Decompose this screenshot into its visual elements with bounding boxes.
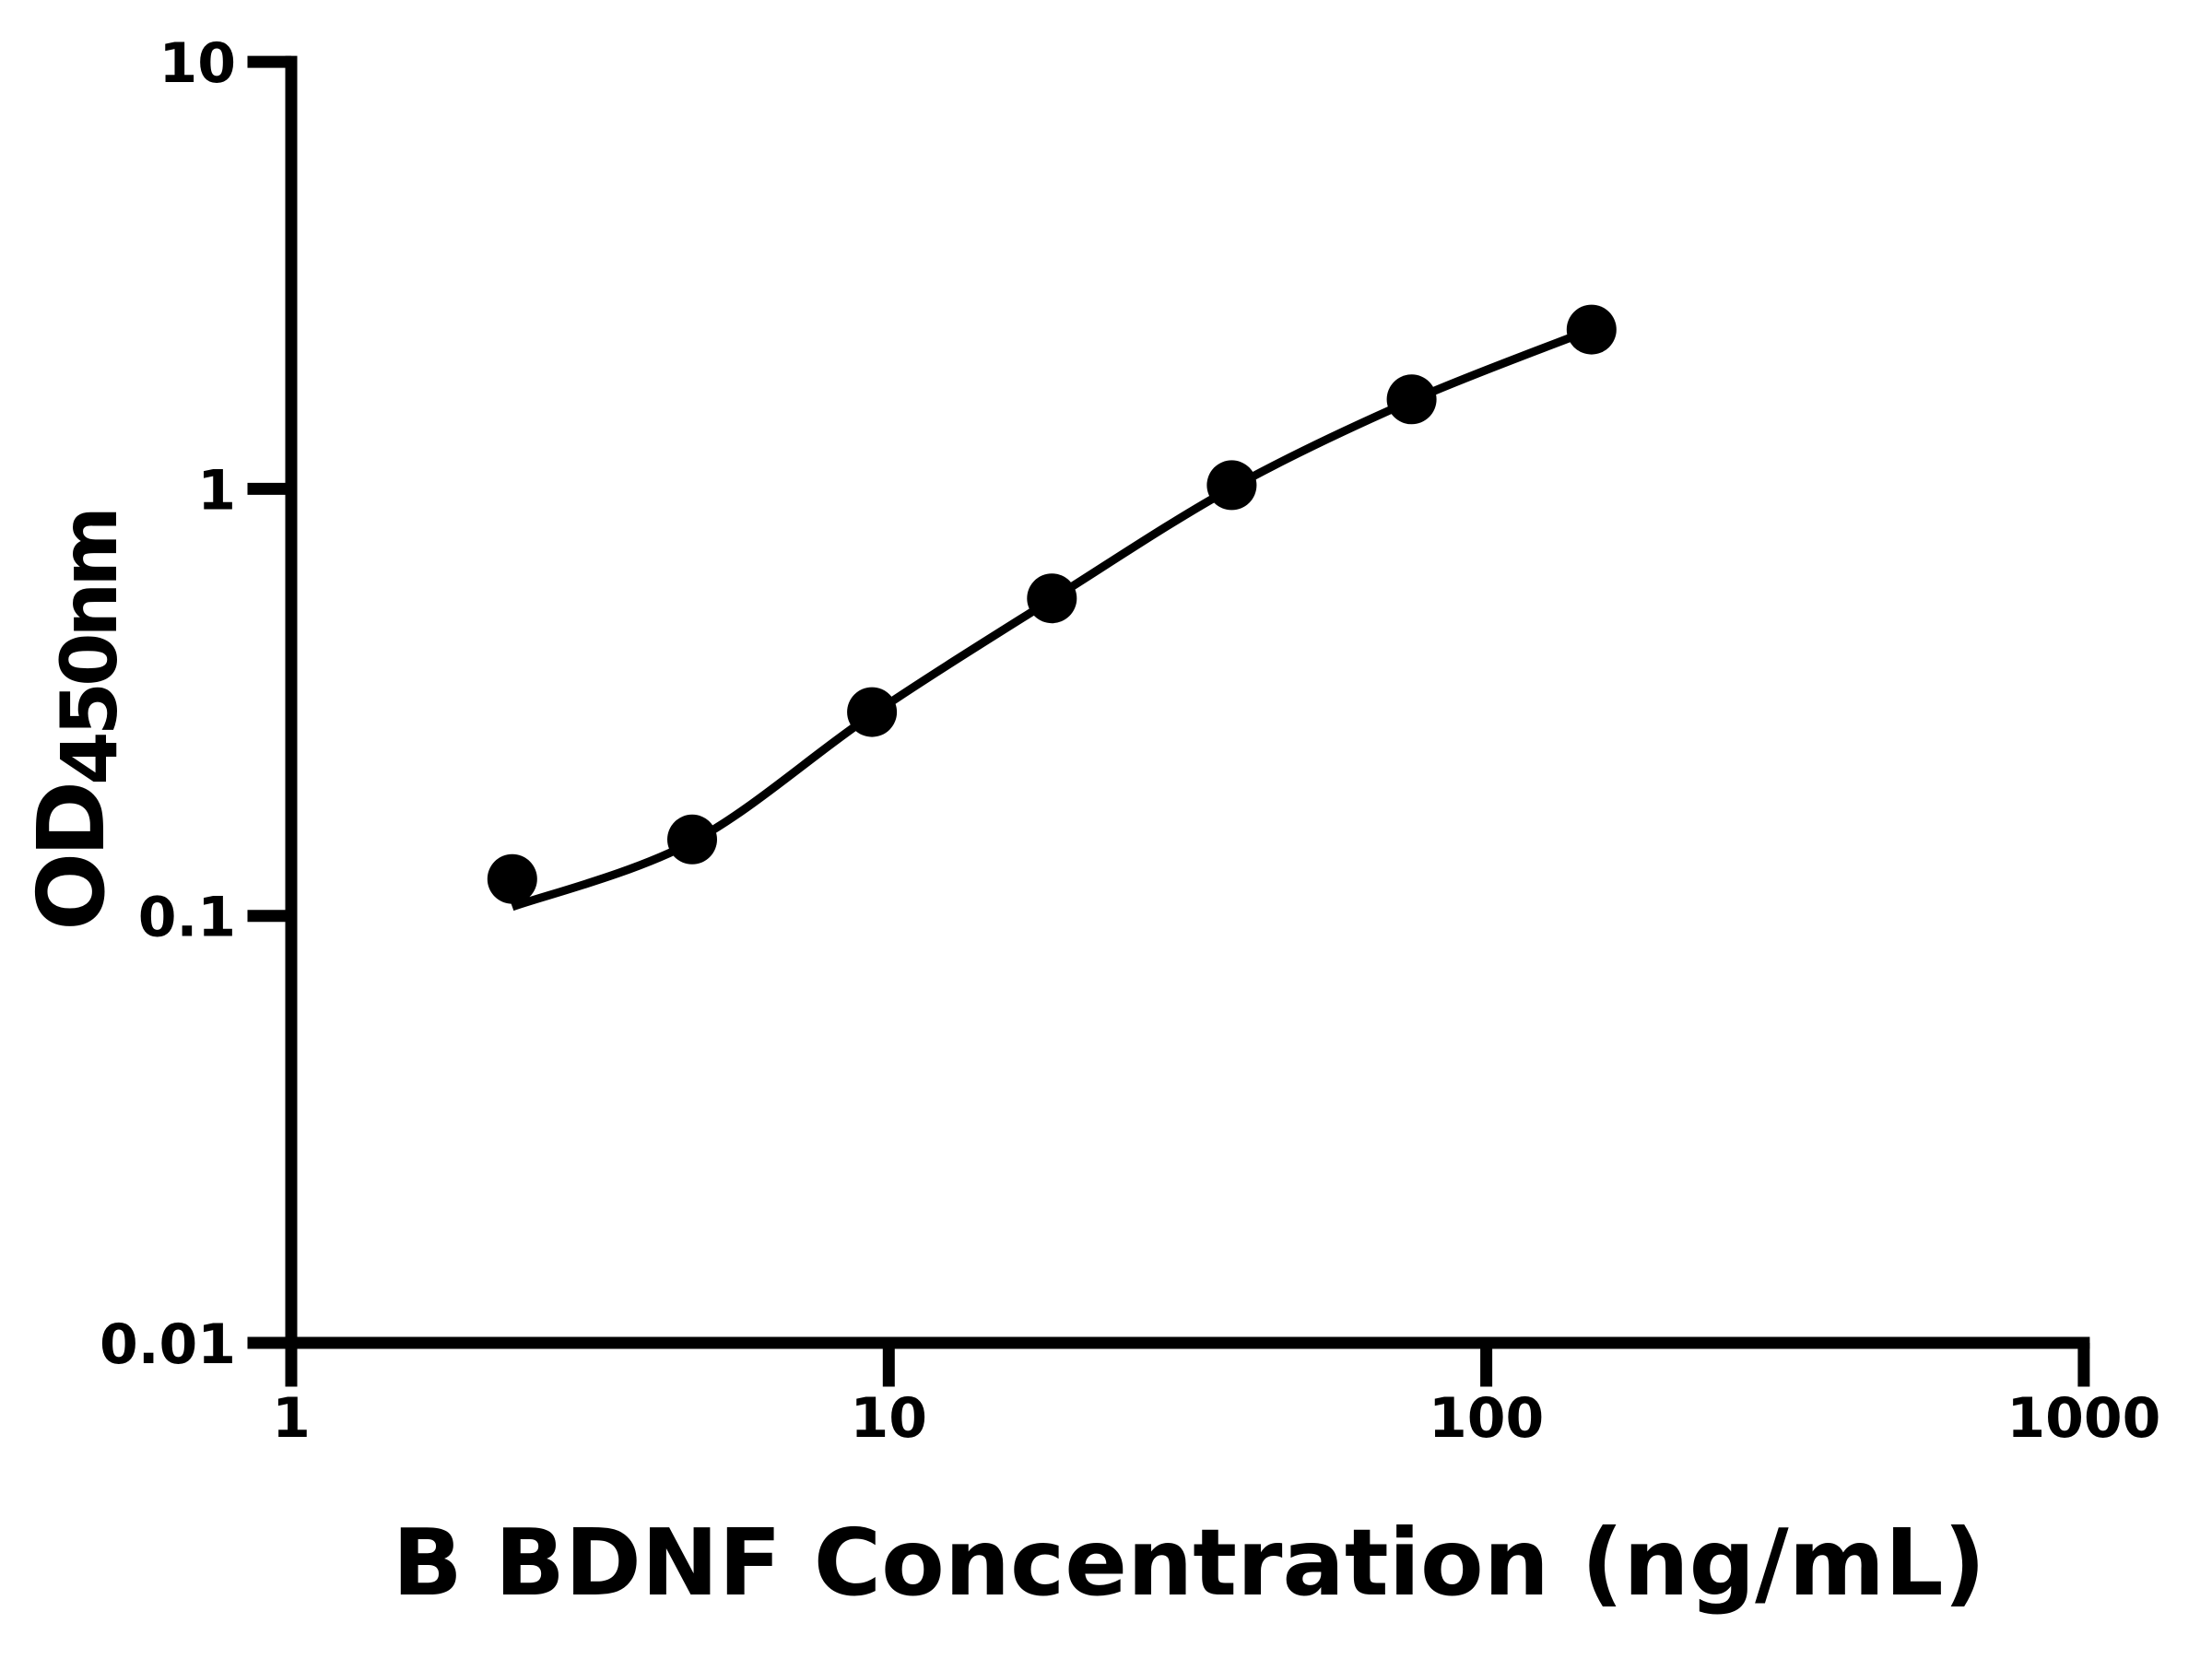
y-axis-title-main: OD	[18, 785, 125, 931]
data-point	[487, 853, 537, 904]
plot-area	[487, 304, 1617, 912]
x-axis-title: B BDNF Concentration (ng/mL)	[393, 1509, 1986, 1617]
x-tick-label: 1	[272, 1386, 311, 1451]
y-tick-label: 0.01	[100, 1312, 236, 1377]
x-tick-label: 100	[1429, 1386, 1544, 1451]
y-tick-label: 1	[197, 458, 236, 523]
data-point	[847, 687, 898, 737]
y-axis-title-sub: 450nm	[44, 511, 135, 785]
data-point	[667, 814, 717, 865]
data-point	[1206, 460, 1257, 511]
x-tick-label: 1000	[2006, 1386, 2160, 1451]
axes: 10 1 0.1 0.01 1 10 100 1000	[100, 31, 2160, 1451]
data-point	[1566, 304, 1617, 355]
y-tick-label: 10	[159, 31, 237, 96]
y-axis-title: OD450nm	[18, 511, 135, 931]
data-point	[1027, 573, 1077, 624]
y-tick-label: 0.1	[138, 886, 236, 950]
x-tick-label: 10	[851, 1386, 928, 1451]
data-point	[1386, 374, 1437, 425]
